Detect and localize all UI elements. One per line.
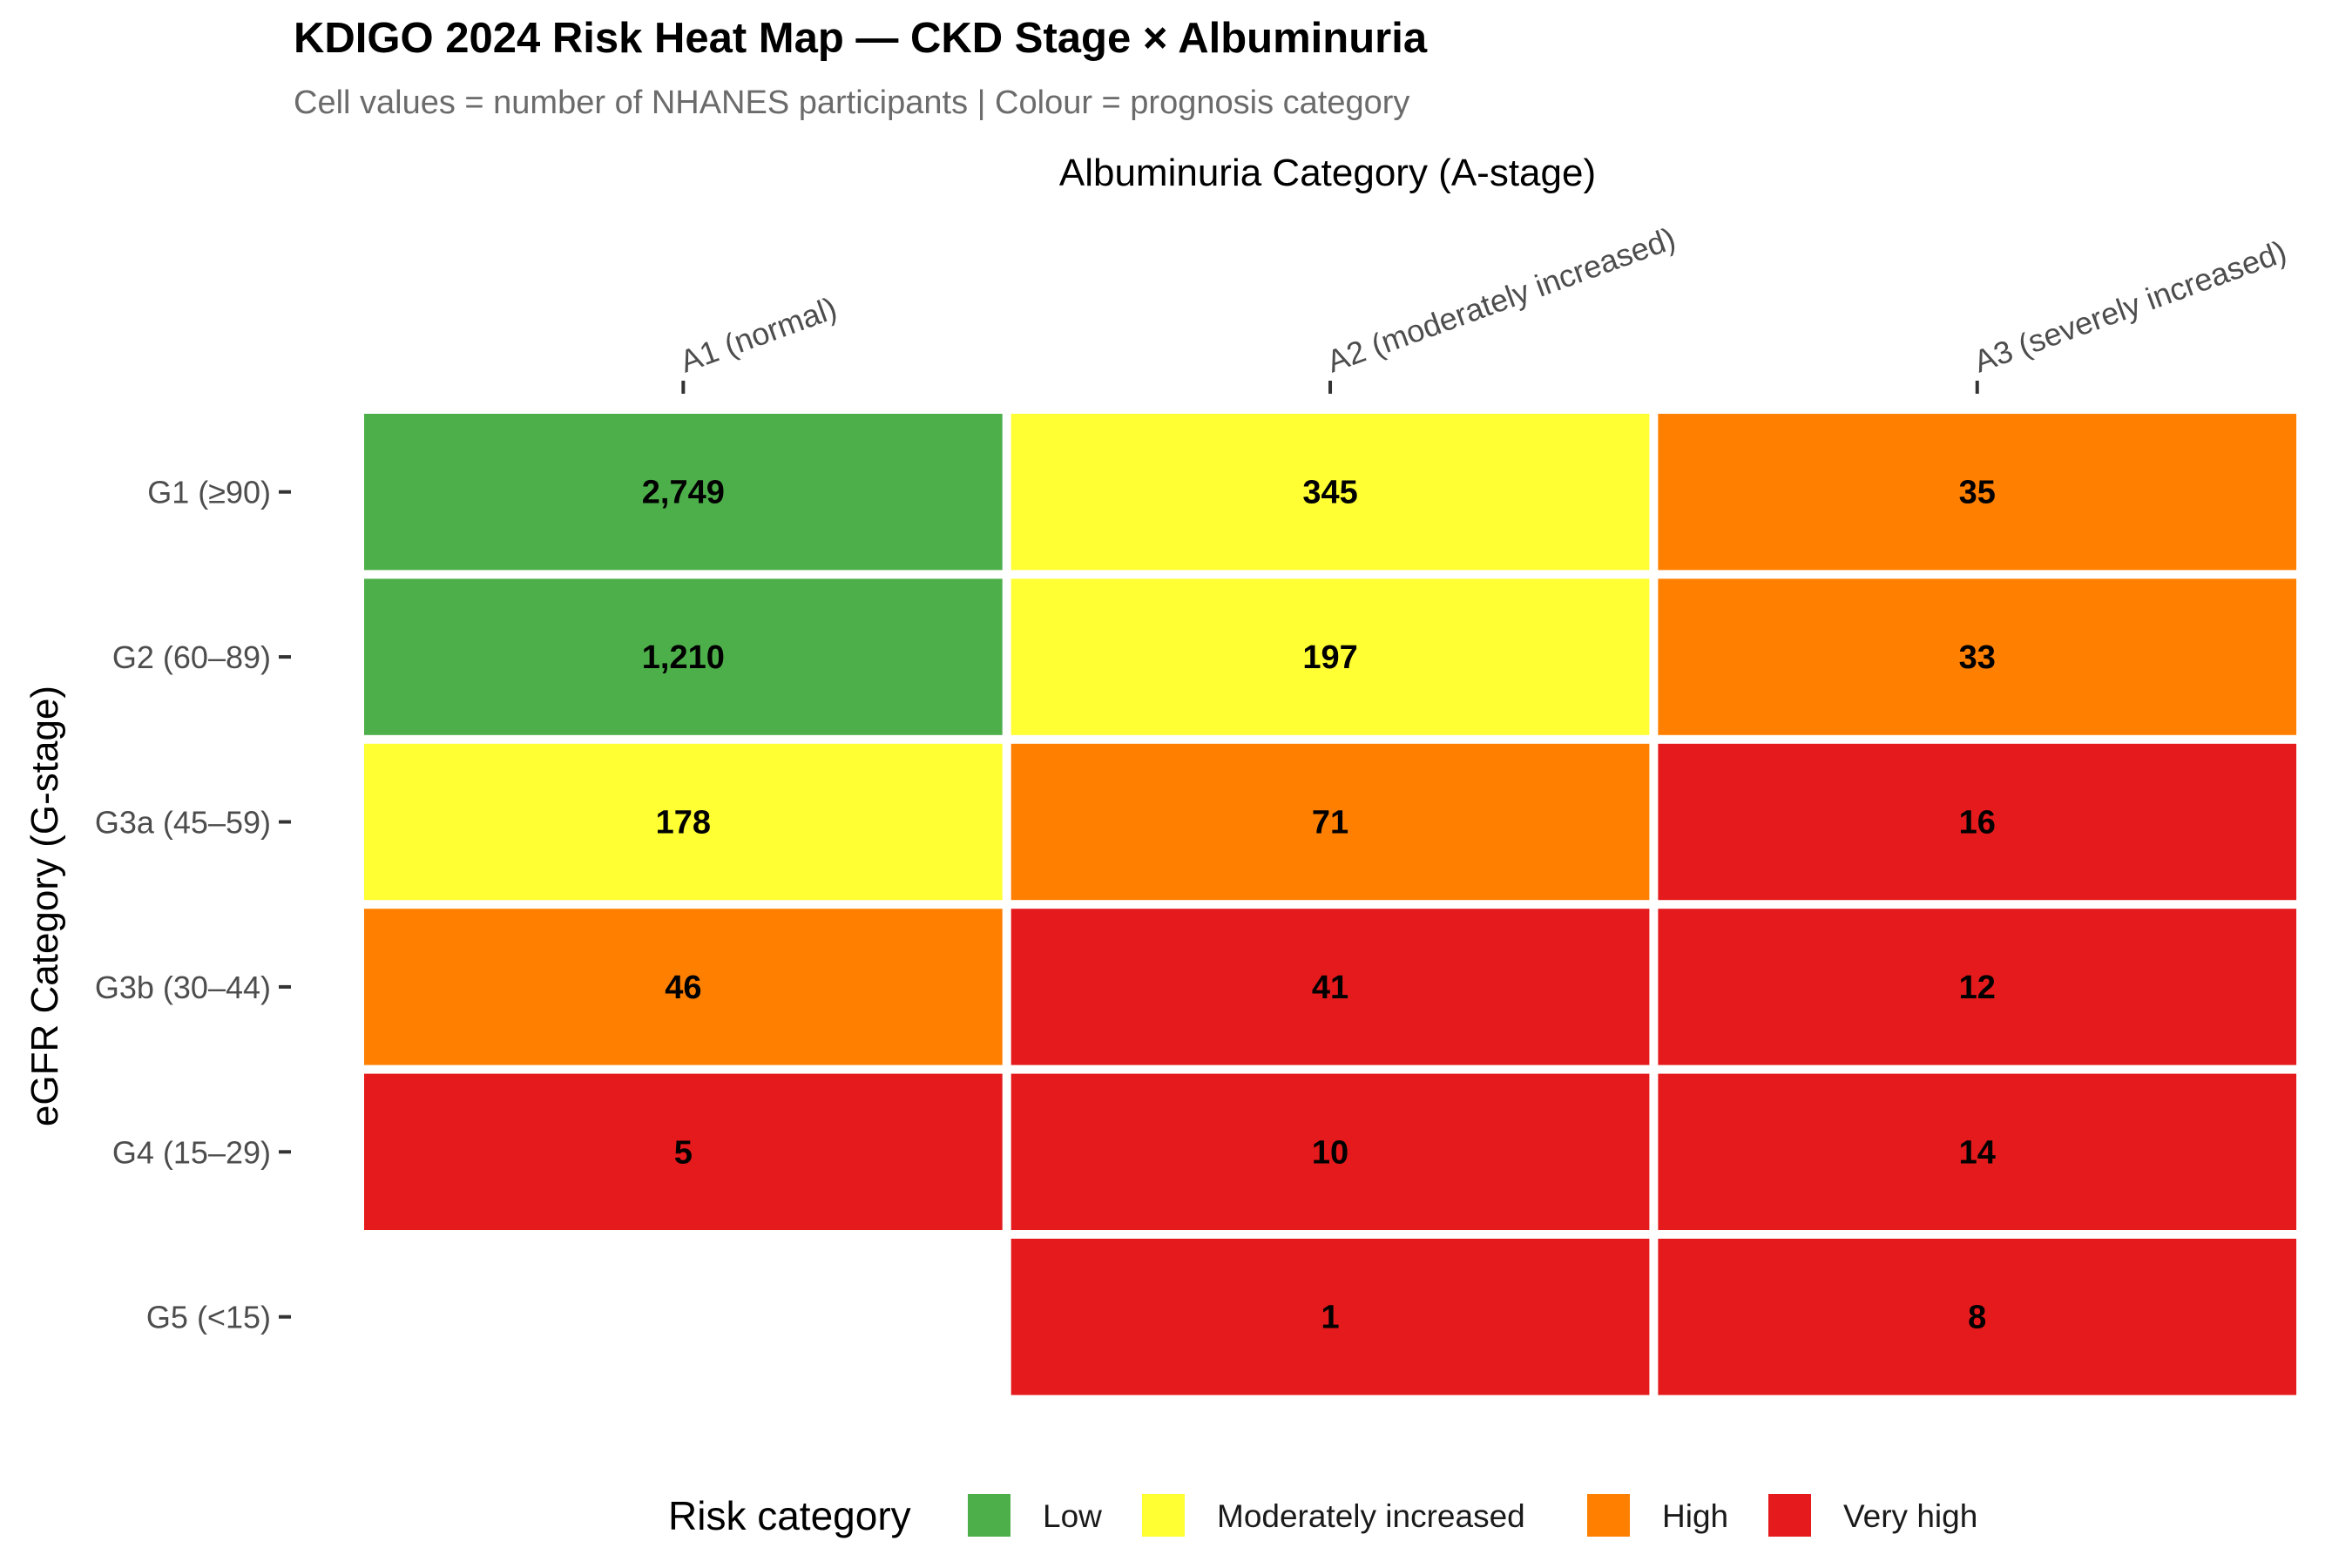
x-tick-label-a2: A2 (moderately increased) (1322, 220, 1680, 380)
cell-g2-a1 (364, 578, 1003, 735)
cell-g3b-a1-label: 46 (665, 970, 701, 1006)
cell-g2-a1-label: 1,210 (642, 639, 725, 676)
cell-g3a-a1 (364, 743, 1003, 901)
legend-key-very-high (1768, 1494, 1811, 1537)
y-tick-label-g3b: G3b (30–44) (95, 970, 271, 1005)
chart-title: KDIGO 2024 Risk Heat Map — CKD Stage × A… (294, 15, 1428, 62)
cell-g3b-a1 (364, 909, 1003, 1065)
y-tick-label-g3a: G3a (45–59) (95, 805, 271, 841)
legend: Risk category Low Moderately increased Hig… (668, 1493, 1977, 1538)
x-axis: A1 (normal) A2 (moderately increased) A3 (… (675, 220, 2291, 394)
legend-label-moderately-increased: Moderately increased (1217, 1498, 1525, 1534)
cell-g3a-a3 (1658, 743, 2297, 901)
legend-key-moderately-increased (1142, 1494, 1185, 1537)
cell-g4-a1 (364, 1073, 1003, 1230)
cell-g1-a1-label: 2,749 (642, 475, 725, 511)
legend-label-very-high: Very high (1843, 1498, 1977, 1534)
cell-g3a-a2 (1010, 743, 1650, 901)
cell-g2-a2-label: 197 (1302, 639, 1357, 676)
legend-label-low: Low (1043, 1498, 1102, 1534)
cell-g1-a3-label: 35 (1959, 475, 1996, 511)
cell-g5-a3-label: 8 (1968, 1300, 1986, 1336)
legend-title: Risk category (668, 1493, 911, 1538)
y-tick-label-g2: G2 (60–89) (112, 639, 271, 675)
cell-g3a-a2-label: 71 (1312, 805, 1348, 841)
cell-g1-a2-label: 345 (1302, 475, 1357, 511)
legend-label-high: High (1662, 1498, 1728, 1534)
cell-g1-a1 (364, 414, 1003, 571)
cell-g5-a3 (1658, 1239, 2297, 1396)
cell-g4-a1-label: 5 (674, 1134, 693, 1171)
y-tick-label-g1: G1 (≥90) (147, 475, 271, 510)
cell-g3b-a3-label: 12 (1959, 970, 1996, 1006)
cell-g3b-a2 (1010, 909, 1650, 1065)
cell-g4-a2 (1010, 1073, 1650, 1230)
legend-key-high (1587, 1494, 1630, 1537)
legend-key-low (968, 1494, 1010, 1537)
cell-g4-a2-label: 10 (1312, 1134, 1348, 1171)
cell-g4-a3 (1658, 1073, 2297, 1230)
cell-g2-a3-label: 33 (1959, 639, 1996, 676)
cell-g1-a3 (1658, 414, 2297, 571)
x-tick-label-a1: A1 (normal) (675, 290, 841, 380)
cell-g3a-a1-label: 178 (656, 805, 711, 841)
cell-g5-a2 (1010, 1239, 1650, 1396)
cell-g1-a2 (1010, 414, 1650, 571)
y-tick-label-g4: G4 (15–29) (112, 1134, 271, 1170)
cell-g4-a3-label: 14 (1959, 1134, 1996, 1171)
y-axis: G1 (≥90) G2 (60–89) G3a (45–59) G3b (30–44)… (95, 475, 291, 1335)
x-axis-title: Albuminuria Category (A-stage) (1059, 152, 1596, 194)
y-tick-label-g5: G5 (<15) (146, 1300, 271, 1335)
cell-g3b-a3 (1658, 909, 2297, 1065)
cell-g2-a3 (1658, 578, 2297, 735)
cell-g3b-a2-label: 41 (1312, 970, 1348, 1006)
x-tick-label-a3: A3 (severely increased) (1969, 233, 2290, 380)
cell-g2-a2 (1010, 578, 1650, 735)
cell-g3a-a3-label: 16 (1959, 805, 1996, 841)
cell-g5-a2-label: 1 (1321, 1300, 1339, 1336)
chart-subtitle: Cell values = number of NHANES participa… (294, 84, 1409, 121)
y-axis-title: eGFR Category (G-stage) (24, 686, 66, 1126)
